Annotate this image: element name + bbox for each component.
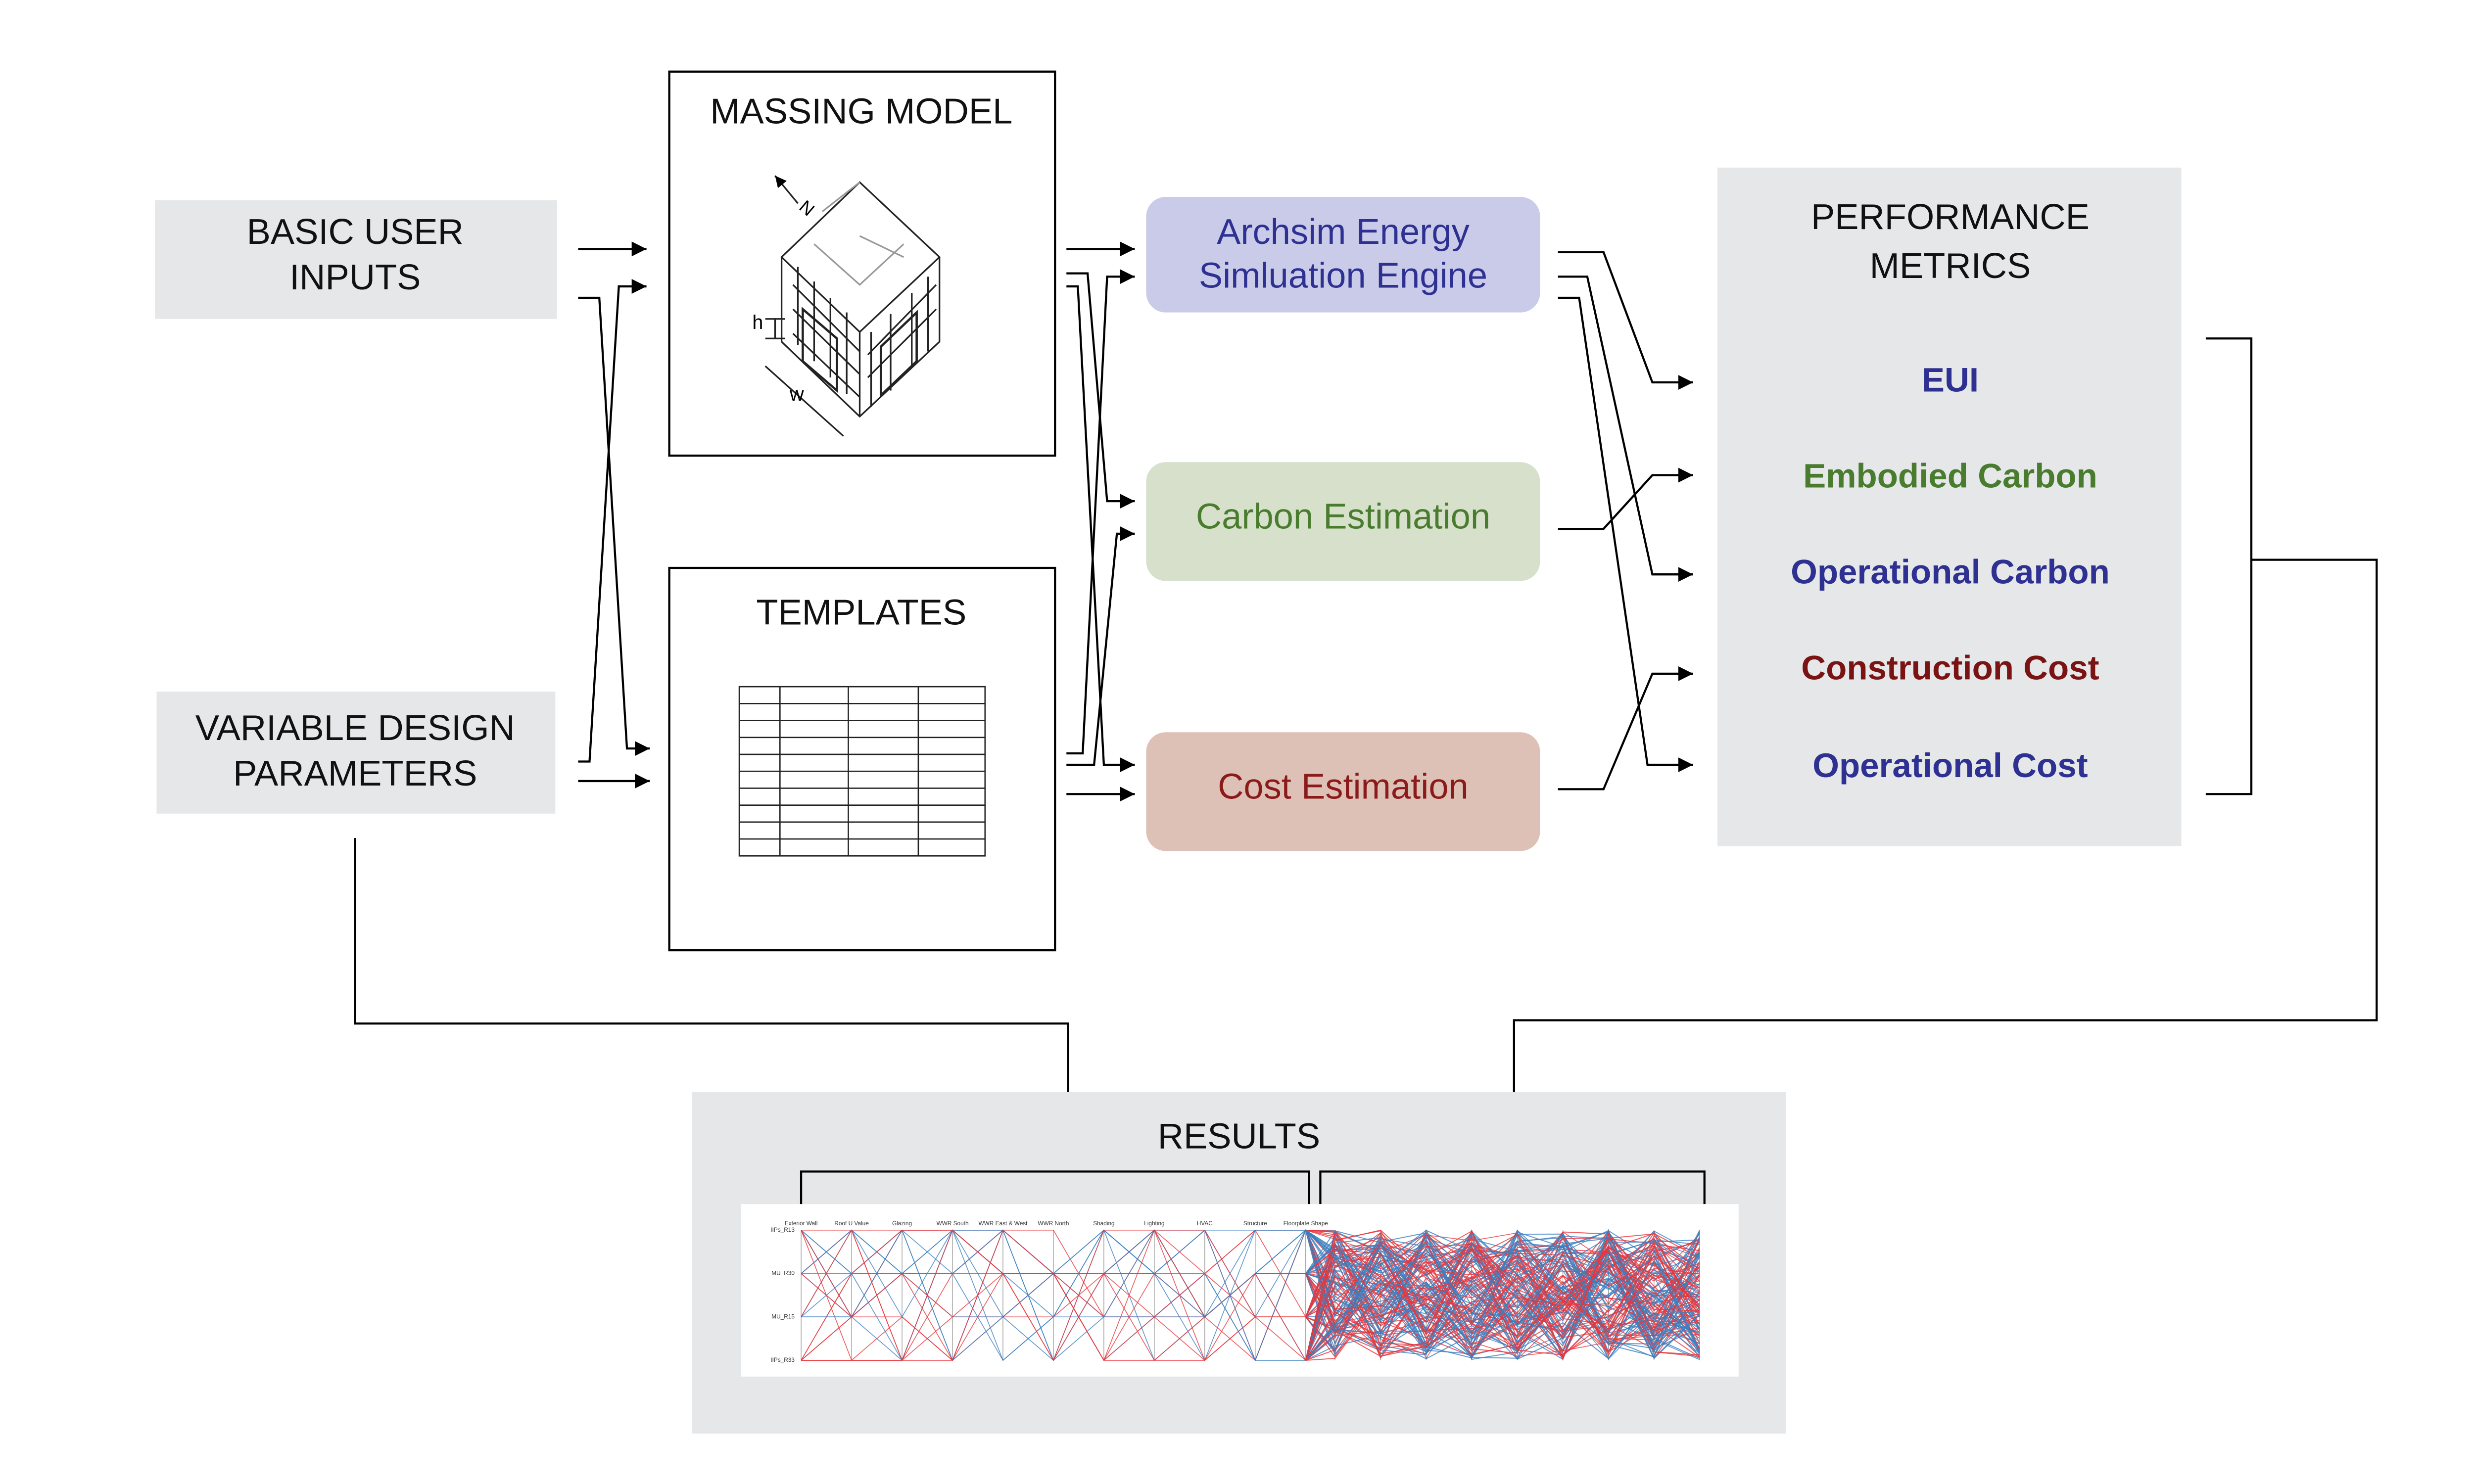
- pc-axis-label: HVAC: [1197, 1220, 1213, 1227]
- variable-params-label: VARIABLE DESIGN: [195, 708, 515, 748]
- pc-line: [801, 1229, 1700, 1361]
- massing-box: [668, 70, 1056, 457]
- pc-axis-label: Roof U Value: [834, 1220, 869, 1227]
- basic-inputs-label: INPUTS: [289, 257, 421, 297]
- parallel-coordinates: Exterior Wall Roof U Value Glazing WWR Sout…: [770, 1220, 1700, 1363]
- pc-row-label: MU_R15: [771, 1313, 795, 1320]
- pc-axis-label: Floorplate Shape: [1284, 1220, 1329, 1227]
- pc-line: [1305, 1236, 1700, 1358]
- performance-title: METRICS: [1870, 246, 2031, 286]
- pc-line: [1305, 1237, 1700, 1355]
- pc-line: [1305, 1229, 1700, 1361]
- pc-line: [1305, 1239, 1700, 1345]
- pc-line: [1305, 1229, 1700, 1346]
- carbon-box: [1146, 462, 1540, 581]
- metric: Operational Cost: [1812, 746, 2088, 785]
- pc-line: [1305, 1238, 1700, 1345]
- w-label: w: [789, 383, 804, 405]
- pc-axis-label: WWR East & West: [978, 1220, 1028, 1227]
- metric: Embodied Carbon: [1803, 456, 2097, 495]
- archsim-box: [1146, 197, 1540, 313]
- pc-row-label: IIPs_R33: [770, 1356, 795, 1363]
- pc-axis-label: Structure: [1243, 1220, 1267, 1227]
- templates-box: [668, 566, 1056, 952]
- pc-line: [1305, 1237, 1700, 1361]
- massing-title: MASSING MODEL: [710, 91, 1012, 131]
- connectors: [354, 241, 2378, 1168]
- pc-line: [1305, 1234, 1700, 1324]
- pc-row-label: IIPs_R13: [770, 1226, 795, 1233]
- pc-line: [1305, 1230, 1700, 1340]
- h-label: h: [752, 312, 763, 333]
- results-brackets: [800, 1170, 1706, 1205]
- pc-axis-label: WWR North: [1038, 1220, 1069, 1227]
- template-table: [738, 686, 986, 857]
- pc-axis-label: Glazing: [892, 1220, 912, 1227]
- performance-title: PERFORMANCE: [1811, 197, 2090, 237]
- variable-params-box: [156, 692, 556, 814]
- pc-axis-label: Exterior Wall: [785, 1220, 818, 1227]
- carbon-label: Carbon Estimation: [1196, 496, 1490, 536]
- pc-line: [1305, 1269, 1700, 1360]
- results-title: RESULTS: [1158, 1116, 1320, 1157]
- pc-line: [1305, 1235, 1700, 1361]
- templates-title: TEMPLATES: [756, 593, 966, 633]
- archsim-label: Simluation Engine: [1199, 256, 1487, 296]
- pc-line: [1305, 1233, 1700, 1361]
- pc-axis-label: Shading: [1093, 1220, 1114, 1227]
- metric: Construction Cost: [1801, 649, 2099, 687]
- variable-params-label: PARAMETERS: [233, 753, 477, 793]
- archsim-label: Archsim Energy: [1217, 212, 1470, 252]
- pc-axis-label: Lighting: [1144, 1220, 1164, 1227]
- pc-line: [1305, 1232, 1700, 1361]
- metric: Operational Carbon: [1791, 552, 2110, 591]
- pc-line: [1305, 1230, 1700, 1361]
- basic-inputs-box: [155, 200, 557, 319]
- pc-line: [1305, 1231, 1700, 1361]
- pc-row-label: MU_R30: [771, 1270, 795, 1277]
- pc-line: [1305, 1229, 1700, 1352]
- cost-label: Cost Estimation: [1218, 767, 1469, 807]
- pc-line: [1305, 1237, 1700, 1360]
- basic-inputs-label: BASIC USER: [247, 212, 464, 252]
- cost-box: [1146, 732, 1540, 851]
- metric: EUI: [1922, 360, 1979, 399]
- pc-line: [1305, 1253, 1700, 1361]
- performance-box: [1717, 167, 2182, 846]
- pc-axis-label: WWR South: [936, 1220, 968, 1227]
- pc-line: [1305, 1255, 1700, 1361]
- massing-cube: [764, 175, 941, 437]
- pc-line: [1305, 1230, 1700, 1361]
